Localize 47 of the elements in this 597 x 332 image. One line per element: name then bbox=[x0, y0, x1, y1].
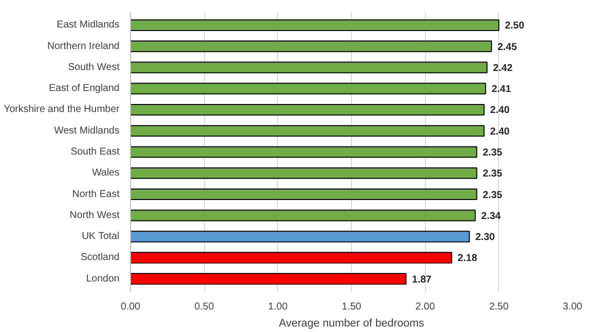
y-tick-label: Scotland bbox=[80, 252, 120, 264]
y-tick-label: Northern Ireland bbox=[47, 40, 120, 52]
bar bbox=[130, 125, 485, 137]
data-label: 2.30 bbox=[475, 232, 496, 244]
data-label: 2.34 bbox=[481, 210, 502, 222]
bar bbox=[130, 167, 478, 179]
y-tick-label: South West bbox=[68, 62, 120, 73]
y-tick-label: UK Total bbox=[82, 231, 120, 242]
y-tick-label: West Midlands bbox=[54, 125, 120, 136]
y-tick-label: London bbox=[86, 273, 120, 284]
bar bbox=[130, 210, 476, 222]
data-label: 2.35 bbox=[482, 190, 503, 201]
bar bbox=[130, 273, 407, 285]
x-axis-title: Average number of bedrooms bbox=[278, 318, 425, 330]
data-label: 2.41 bbox=[492, 84, 512, 96]
x-tick-label: 0.00 bbox=[120, 302, 141, 312]
bar bbox=[130, 104, 485, 116]
bar bbox=[130, 252, 452, 264]
y-tick-label: East of England bbox=[48, 83, 120, 94]
x-tick-label: 2.50 bbox=[489, 302, 510, 312]
bar bbox=[130, 19, 500, 31]
data-label: 2.40 bbox=[490, 126, 510, 138]
bar bbox=[130, 188, 478, 200]
y-tick-label: North West bbox=[70, 210, 120, 221]
data-label: 2.42 bbox=[493, 62, 513, 74]
y-tick-label: North East bbox=[72, 188, 120, 200]
y-tick-label: Wales bbox=[92, 168, 120, 179]
x-tick-label: 0.50 bbox=[194, 302, 214, 312]
data-label: 2.35 bbox=[482, 148, 503, 158]
x-tick-label: 3.00 bbox=[562, 302, 583, 312]
x-tick-label: 1.00 bbox=[268, 302, 288, 312]
y-tick-label: South East bbox=[70, 146, 120, 158]
y-tick-label: Yorkshire and the Humber bbox=[4, 104, 120, 116]
x-tick-label: 1.50 bbox=[342, 302, 362, 312]
bar bbox=[130, 40, 492, 52]
data-label: 2.50 bbox=[504, 20, 525, 32]
data-label: 1.87 bbox=[412, 274, 432, 286]
data-label: 2.40 bbox=[490, 105, 510, 116]
bar bbox=[130, 82, 486, 94]
bar bbox=[130, 146, 478, 158]
data-label: 2.35 bbox=[482, 168, 503, 180]
data-label: 2.18 bbox=[458, 253, 478, 264]
bar bbox=[130, 230, 470, 242]
y-tick-label: East Midlands bbox=[56, 20, 120, 31]
bar bbox=[130, 62, 488, 74]
x-tick-label: 2.00 bbox=[415, 302, 436, 312]
data-label: 2.45 bbox=[497, 42, 518, 53]
